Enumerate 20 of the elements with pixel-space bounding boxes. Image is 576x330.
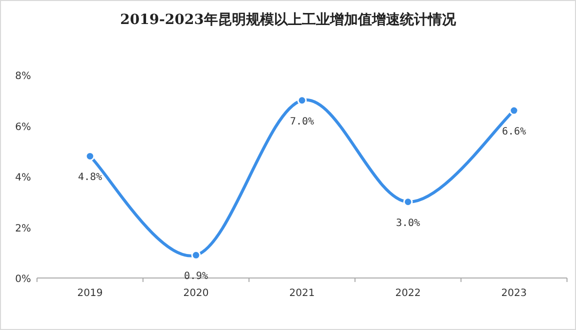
chart-title: 2019-2023年昆明规模以上工业增加值增速统计情况 — [120, 11, 457, 28]
data-label: 3.0% — [396, 218, 420, 229]
point — [191, 250, 201, 260]
point — [297, 96, 307, 106]
data-label: 6.6% — [502, 126, 526, 138]
data-label: 0.9% — [184, 271, 208, 282]
x-tick-label: 2021 — [289, 288, 315, 299]
point — [509, 106, 519, 116]
data-label: 7.0% — [290, 116, 314, 128]
point — [403, 197, 413, 207]
y-tick-label: 6% — [15, 122, 31, 133]
data-label: 4.8% — [78, 172, 102, 184]
x-tick-label: 2022 — [395, 288, 421, 299]
x-tick-label: 2019 — [77, 288, 103, 299]
y-tick-label: 0% — [15, 274, 31, 285]
y-tick-label: 4% — [15, 172, 31, 184]
x-tick-label: 2020 — [183, 288, 209, 299]
y-tick-label: 8% — [15, 71, 31, 82]
y-tick-label: 2% — [15, 223, 31, 234]
x-tick-label: 2023 — [501, 288, 527, 299]
